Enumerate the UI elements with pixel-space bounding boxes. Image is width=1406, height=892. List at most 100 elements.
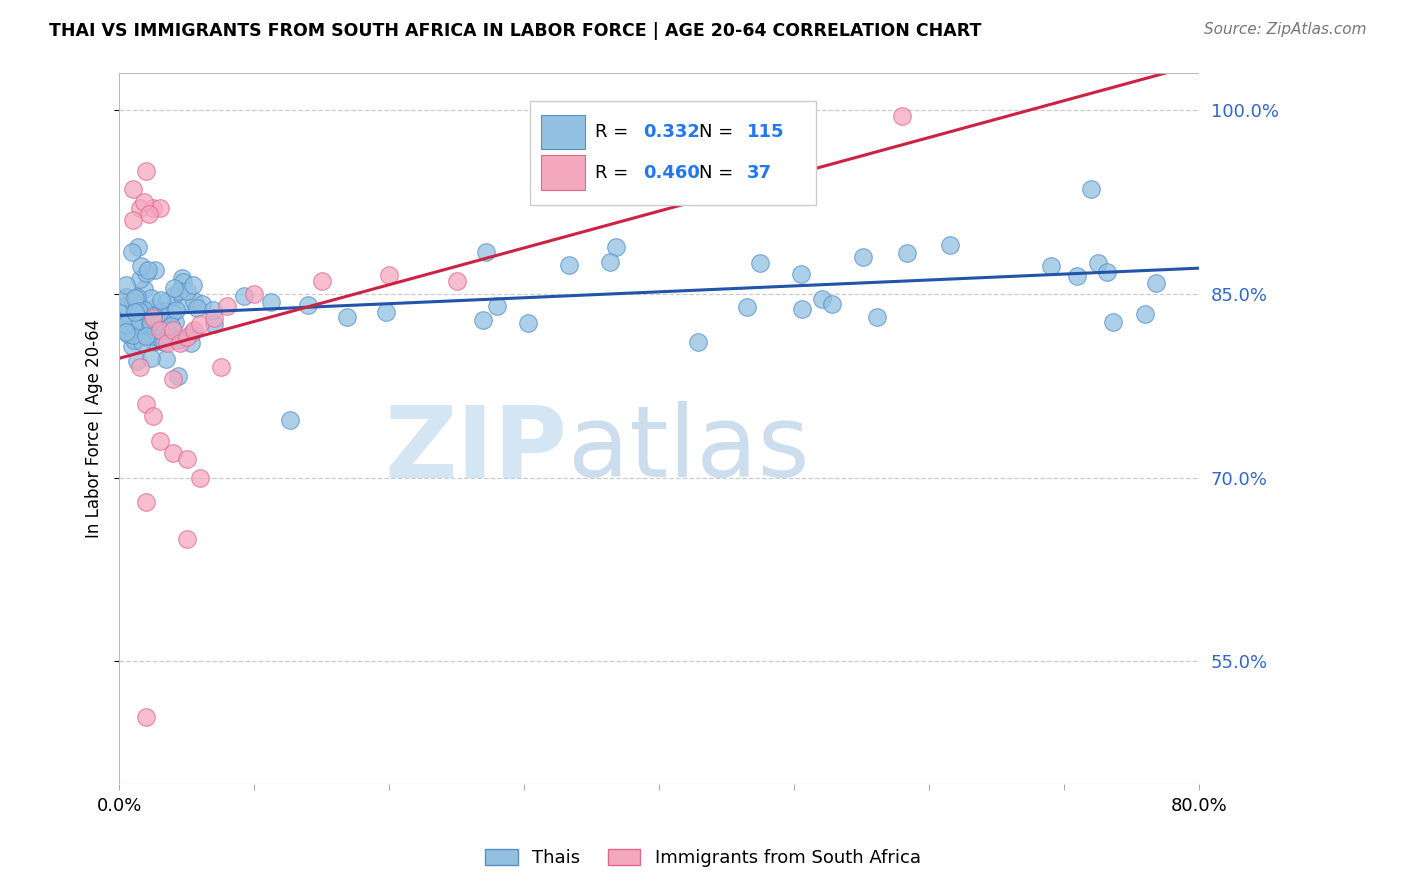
Point: [115, 299, 138, 313]
Point: [121, 298, 143, 312]
Point: [1066, 268, 1088, 283]
Point: [155, 335, 177, 350]
Point: [121, 339, 143, 353]
Text: atlas: atlas: [568, 401, 810, 499]
Point: [748, 256, 770, 270]
Point: [163, 315, 186, 329]
Point: [735, 301, 758, 315]
Point: [142, 311, 165, 326]
Point: [821, 296, 844, 310]
Point: [243, 286, 266, 301]
Point: [260, 295, 283, 310]
Point: [127, 309, 149, 323]
FancyBboxPatch shape: [530, 102, 815, 204]
Text: 115: 115: [747, 123, 785, 141]
Point: [217, 299, 239, 313]
Point: [129, 272, 152, 286]
Point: [176, 452, 198, 467]
Point: [155, 318, 177, 333]
Point: [124, 304, 146, 318]
Text: THAI VS IMMIGRANTS FROM SOUTH AFRICA IN LABOR FORCE | AGE 20-64 CORRELATION CHAR: THAI VS IMMIGRANTS FROM SOUTH AFRICA IN …: [49, 22, 981, 40]
Point: [191, 297, 214, 311]
Point: [127, 240, 149, 254]
Point: [181, 278, 204, 293]
Point: [121, 328, 143, 343]
Point: [125, 290, 148, 304]
Point: [233, 289, 256, 303]
Point: [374, 305, 396, 319]
Point: [1087, 256, 1109, 270]
Point: [517, 316, 540, 330]
Point: [209, 360, 232, 375]
Point: [278, 413, 301, 427]
Text: R =: R =: [595, 123, 634, 141]
Point: [149, 323, 172, 337]
Point: [176, 284, 198, 298]
Point: [378, 268, 401, 283]
Point: [866, 310, 889, 325]
Point: [188, 470, 211, 484]
Point: [131, 259, 153, 273]
Point: [127, 301, 149, 316]
Point: [599, 254, 621, 268]
Point: [128, 201, 150, 215]
Point: [124, 291, 146, 305]
Point: [129, 298, 152, 312]
Point: [153, 304, 176, 318]
Point: [115, 318, 138, 332]
Point: [188, 318, 211, 332]
Point: [686, 335, 709, 350]
Point: [852, 250, 875, 264]
Point: [163, 288, 186, 302]
Point: [121, 182, 143, 196]
Point: [790, 302, 813, 317]
Point: [162, 281, 184, 295]
Legend: Thais, Immigrants from South Africa: Thais, Immigrants from South Africa: [478, 841, 928, 874]
Point: [142, 301, 165, 315]
Point: [336, 310, 359, 324]
Point: [167, 334, 190, 348]
Point: [142, 409, 165, 424]
Point: [160, 306, 183, 320]
Point: [132, 194, 155, 209]
Point: [139, 315, 162, 329]
Point: [115, 277, 138, 292]
Point: [121, 294, 143, 309]
Point: [134, 306, 156, 320]
Point: [135, 329, 157, 343]
Point: [165, 303, 187, 318]
Point: [172, 275, 194, 289]
Point: [180, 326, 202, 340]
Point: [1080, 182, 1102, 196]
Point: [143, 335, 166, 350]
Point: [297, 298, 319, 312]
Point: [115, 290, 138, 304]
Point: [142, 309, 165, 323]
Point: [115, 317, 138, 331]
Point: [132, 306, 155, 320]
Text: R =: R =: [595, 163, 634, 182]
Point: [139, 291, 162, 305]
Point: [938, 238, 960, 252]
Point: [558, 258, 581, 272]
Point: [142, 318, 165, 333]
Point: [1144, 276, 1167, 290]
Point: [115, 318, 138, 332]
Point: [138, 317, 160, 331]
Point: [135, 164, 157, 178]
Point: [159, 318, 181, 333]
Point: [150, 321, 173, 335]
Text: 37: 37: [747, 163, 772, 182]
Point: [202, 317, 225, 331]
Point: [125, 353, 148, 368]
Point: [162, 323, 184, 337]
Point: [472, 313, 495, 327]
Point: [135, 709, 157, 723]
Point: [486, 300, 509, 314]
Point: [789, 267, 811, 281]
Point: [1095, 265, 1118, 279]
Point: [149, 201, 172, 215]
Point: [128, 360, 150, 375]
Point: [474, 244, 496, 259]
Point: [134, 282, 156, 296]
